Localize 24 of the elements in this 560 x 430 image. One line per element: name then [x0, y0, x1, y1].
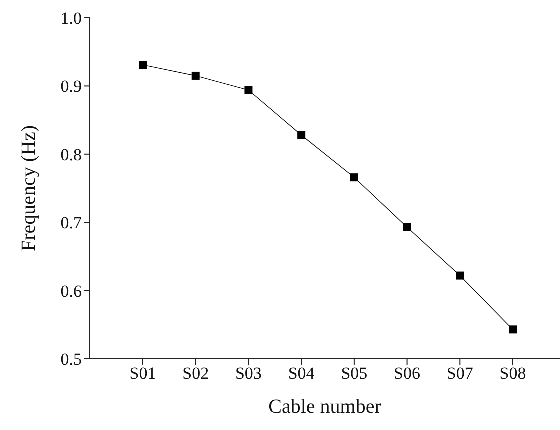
point	[139, 61, 147, 70]
y-tick-label: 0.7	[60, 214, 82, 233]
x-tick-label: S02	[182, 364, 210, 384]
y-tick-label: 0.5	[60, 350, 82, 370]
x-axis-title: Cable number	[268, 396, 382, 418]
x-tick-label: S01	[130, 364, 156, 384]
x-tick-label: S07	[446, 364, 474, 384]
x-tick-label: S06	[394, 364, 421, 384]
x-tick-label: S04	[288, 364, 316, 384]
y-tick-label: 0.6	[60, 282, 82, 301]
point	[403, 223, 412, 232]
y-tick-label: 0.8	[60, 145, 82, 164]
point	[244, 86, 253, 94]
y-tick-label: 0.9	[60, 77, 82, 96]
x-tick-label: S08	[500, 364, 526, 384]
point	[350, 174, 358, 182]
y-axis-title: Frequency (Hz)	[18, 125, 40, 252]
point	[456, 272, 464, 280]
point	[509, 326, 517, 334]
point	[192, 72, 200, 80]
x-tick-label: S03	[235, 364, 262, 384]
x-tick-label: S05	[341, 364, 368, 384]
y-tick-label: 1.0	[60, 9, 82, 28]
point	[298, 131, 306, 140]
